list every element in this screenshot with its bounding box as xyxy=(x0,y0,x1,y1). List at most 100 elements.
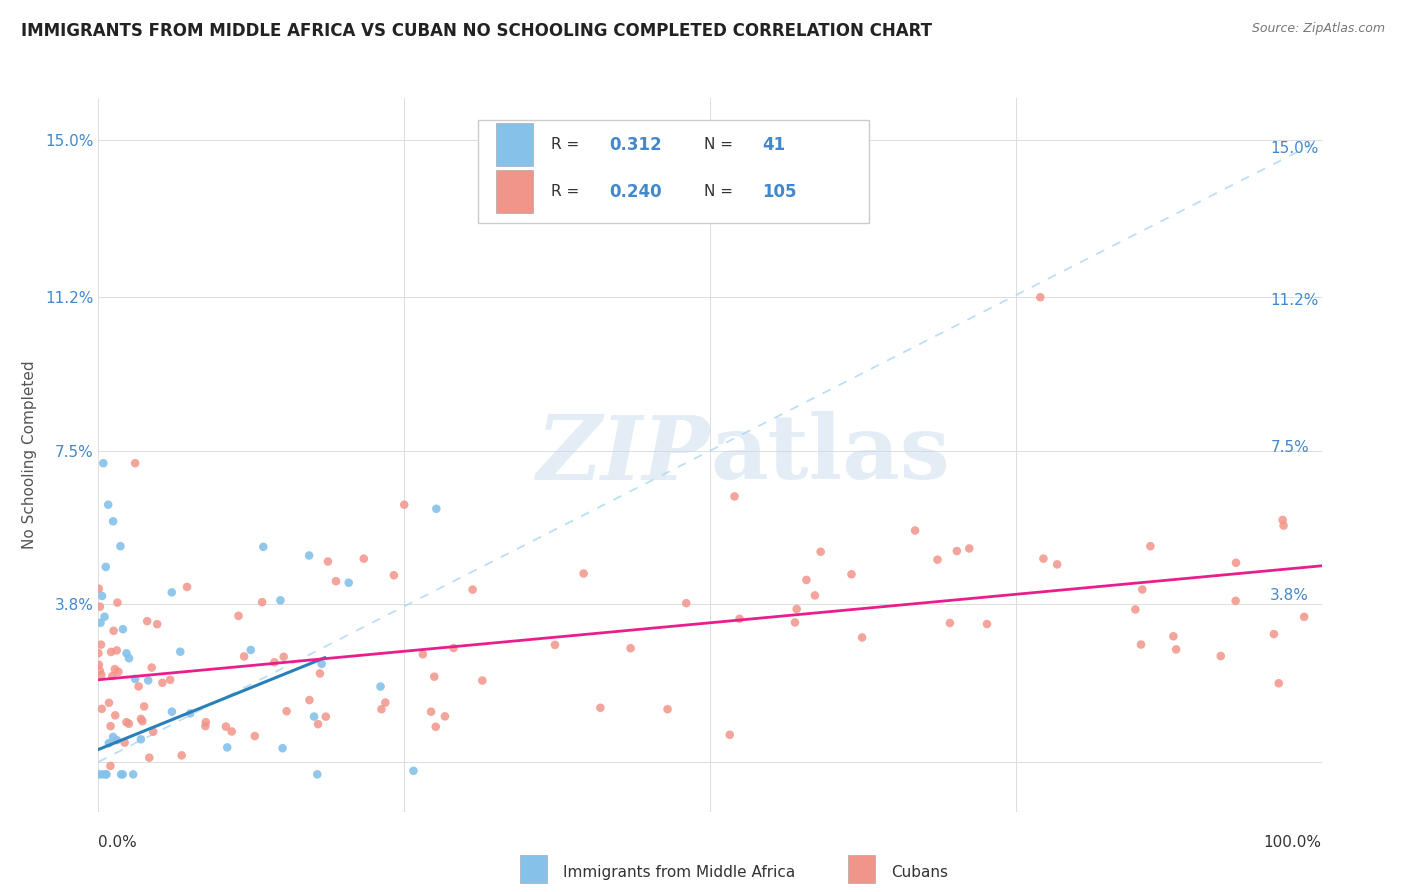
Point xyxy=(912,544,935,558)
Point xyxy=(929,536,952,550)
Point xyxy=(465,495,488,509)
Point xyxy=(191,702,214,716)
Point xyxy=(506,660,529,674)
Point xyxy=(1220,511,1243,525)
Point xyxy=(243,570,266,584)
Point xyxy=(1122,618,1144,632)
FancyBboxPatch shape xyxy=(513,128,862,227)
Point xyxy=(181,585,204,599)
Point xyxy=(311,532,333,546)
Point xyxy=(956,606,979,620)
Point xyxy=(167,688,190,702)
Text: 41: 41 xyxy=(768,143,790,161)
Point xyxy=(176,705,198,719)
Point xyxy=(167,626,190,640)
Point xyxy=(169,451,191,466)
Point xyxy=(416,688,439,702)
Point xyxy=(446,747,468,762)
Point xyxy=(246,692,269,706)
Point xyxy=(638,630,661,644)
Point xyxy=(167,579,190,593)
Point xyxy=(465,705,488,719)
Point xyxy=(238,632,260,647)
Point xyxy=(200,666,222,681)
Point xyxy=(941,533,963,548)
Text: 0.312: 0.312 xyxy=(631,143,683,161)
Point xyxy=(454,635,477,649)
Point xyxy=(231,690,253,705)
Point xyxy=(197,451,219,466)
Point xyxy=(481,629,503,643)
Point xyxy=(205,685,228,699)
Point xyxy=(228,660,250,674)
Point xyxy=(461,690,484,705)
Text: 105: 105 xyxy=(768,188,801,206)
Point xyxy=(803,579,825,593)
Point xyxy=(377,565,399,579)
Point xyxy=(301,631,323,645)
Point xyxy=(181,718,204,732)
Point xyxy=(176,743,198,757)
Point xyxy=(367,695,389,709)
FancyBboxPatch shape xyxy=(551,835,575,863)
Point xyxy=(1219,506,1241,520)
Point xyxy=(191,639,214,653)
Point xyxy=(437,491,460,506)
Point xyxy=(208,603,231,617)
Point xyxy=(1212,615,1234,630)
Text: 0.0%: 0.0% xyxy=(98,836,138,850)
Point xyxy=(361,654,384,668)
Point xyxy=(184,751,207,765)
Point xyxy=(179,613,201,627)
Point xyxy=(596,558,619,572)
Point xyxy=(174,681,197,696)
Point xyxy=(229,575,252,590)
Point xyxy=(177,714,200,729)
Point xyxy=(283,709,305,723)
Point xyxy=(167,655,190,669)
Text: 0.240: 0.240 xyxy=(631,188,683,206)
Point xyxy=(278,705,301,719)
Point xyxy=(209,660,232,674)
Point xyxy=(222,663,245,677)
Point xyxy=(808,537,831,551)
Point xyxy=(1004,292,1026,306)
Point xyxy=(311,585,333,599)
Point xyxy=(202,698,225,712)
Point xyxy=(166,651,188,665)
Point xyxy=(329,726,352,740)
Text: Source: ZipAtlas.com: Source: ZipAtlas.com xyxy=(1251,22,1385,36)
Point xyxy=(845,619,868,633)
Point xyxy=(1088,592,1111,607)
Point xyxy=(165,645,187,659)
Point xyxy=(329,638,352,652)
Point xyxy=(1216,663,1239,677)
Point xyxy=(165,751,187,765)
Point xyxy=(188,720,211,734)
Text: N =: N = xyxy=(716,189,749,204)
Point xyxy=(785,605,807,619)
Text: atlas: atlas xyxy=(721,407,960,494)
Point xyxy=(1018,549,1040,563)
Point xyxy=(166,605,188,619)
Point xyxy=(184,531,207,545)
Text: 100.0%: 100.0% xyxy=(1264,836,1322,850)
Point xyxy=(172,551,194,566)
Text: IMMIGRANTS FROM MIDDLE AFRICA VS CUBAN NO SCHOOLING COMPLETED CORRELATION CHART: IMMIGRANTS FROM MIDDLE AFRICA VS CUBAN N… xyxy=(21,22,932,40)
Point xyxy=(786,591,808,606)
Point xyxy=(571,626,593,640)
Point xyxy=(190,634,212,648)
Point xyxy=(183,652,205,666)
Point xyxy=(1239,599,1261,614)
Point xyxy=(177,508,200,522)
Point xyxy=(280,725,302,739)
Point xyxy=(290,599,312,613)
Text: R =: R = xyxy=(579,189,612,204)
Point xyxy=(835,558,858,573)
Point xyxy=(796,564,818,578)
Point xyxy=(197,659,219,673)
Point xyxy=(612,687,634,701)
Point xyxy=(332,690,354,705)
Point xyxy=(363,644,385,658)
Point xyxy=(1164,637,1187,651)
